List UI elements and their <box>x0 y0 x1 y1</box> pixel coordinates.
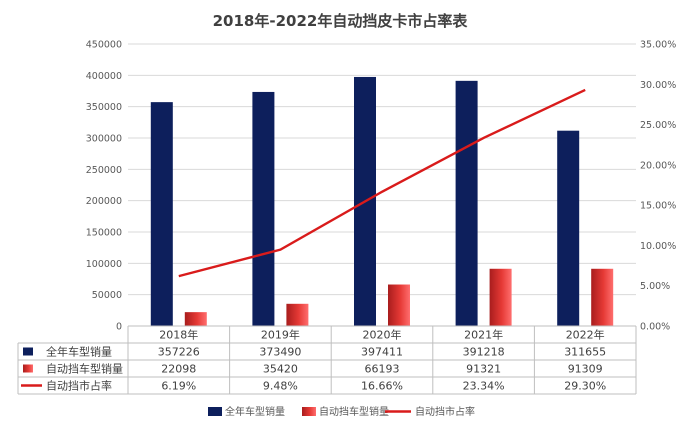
table-cell: 16.66% <box>361 380 403 393</box>
table-cell: 66193 <box>365 363 400 376</box>
table-cell: 397411 <box>361 346 403 359</box>
rate-line-path <box>178 88 586 278</box>
category-label: 2021年 <box>464 328 503 342</box>
table-cell: 22098 <box>161 363 196 376</box>
bar-total-sales <box>252 91 275 327</box>
row-legend-key <box>23 364 33 373</box>
bar-auto-sales <box>184 312 207 326</box>
chart-title: 2018年-2022年自动挡皮卡市占率表 <box>213 12 469 30</box>
bar-total-sales <box>455 80 478 326</box>
row-series-name: 全年车型销量 <box>46 345 112 359</box>
table-cell: 391218 <box>463 346 505 359</box>
table-cell: 23.34% <box>463 380 505 393</box>
row-legend-key <box>23 347 33 356</box>
category-label: 2018年 <box>159 328 198 342</box>
right-tick-label: 30.00% <box>640 80 676 91</box>
right-tick-label: 5.00% <box>640 281 670 292</box>
right-tick-label: 15.00% <box>640 201 676 212</box>
bars <box>150 76 614 327</box>
category-label: 2020年 <box>363 328 402 342</box>
table-cell: 373490 <box>259 346 301 359</box>
left-tick-label: 250000 <box>86 165 122 176</box>
right-tick-label: 10.00% <box>640 241 676 252</box>
legend-key <box>302 407 316 416</box>
table-cell: 29.30% <box>564 380 606 393</box>
left-tick-label: 150000 <box>86 228 122 239</box>
left-tick-label: 0 <box>116 322 122 333</box>
left-axis: 0 50000 100000 150000 200000 250000 300000 3500… <box>86 40 122 333</box>
table-cell: 35420 <box>263 363 298 376</box>
left-tick-label: 300000 <box>86 134 122 145</box>
legend-label: 自动挡车型销量 <box>319 405 389 418</box>
bar-auto-sales <box>591 268 614 326</box>
table-cell: 6.19% <box>161 380 196 393</box>
right-tick-label: 35.00% <box>640 40 676 51</box>
bar-total-sales <box>557 130 580 326</box>
right-tick-label: 20.00% <box>640 160 676 171</box>
left-tick-label: 50000 <box>92 290 122 301</box>
category-label: 2019年 <box>261 328 300 342</box>
legend-label: 全年车型销量 <box>225 405 285 418</box>
right-tick-label: 0.00% <box>640 322 670 333</box>
row-series-name: 自动挡市占率 <box>46 379 112 393</box>
right-tick-label: 25.00% <box>640 120 676 131</box>
bar-total-sales <box>150 102 173 327</box>
left-tick-label: 400000 <box>86 71 122 82</box>
table-cell: 357226 <box>158 346 200 359</box>
legend: 全年车型销量 自动挡车型销量 自动挡市占率 <box>208 405 475 418</box>
rate-line <box>178 88 586 278</box>
left-tick-label: 350000 <box>86 102 122 113</box>
bar-auto-sales <box>286 303 309 326</box>
left-tick-label: 450000 <box>86 40 122 51</box>
right-axis: 0.00% 5.00% 10.00% 15.00% 20.00% 25.00% 30.00%… <box>640 40 676 333</box>
gridlines <box>128 43 636 327</box>
table-cell: 91321 <box>466 363 501 376</box>
category-label: 2022年 <box>566 328 605 342</box>
bar-auto-sales <box>489 268 512 326</box>
bar-auto-sales <box>388 284 410 326</box>
row-series-name: 自动挡车型销量 <box>46 362 123 376</box>
legend-label: 自动挡市占率 <box>415 405 475 418</box>
legend-key <box>208 407 222 416</box>
left-tick-label: 200000 <box>86 196 122 207</box>
table-cell: 311655 <box>564 346 606 359</box>
left-tick-label: 100000 <box>86 259 122 270</box>
table-cell: 9.48% <box>263 380 298 393</box>
table-cell: 91309 <box>568 363 603 376</box>
